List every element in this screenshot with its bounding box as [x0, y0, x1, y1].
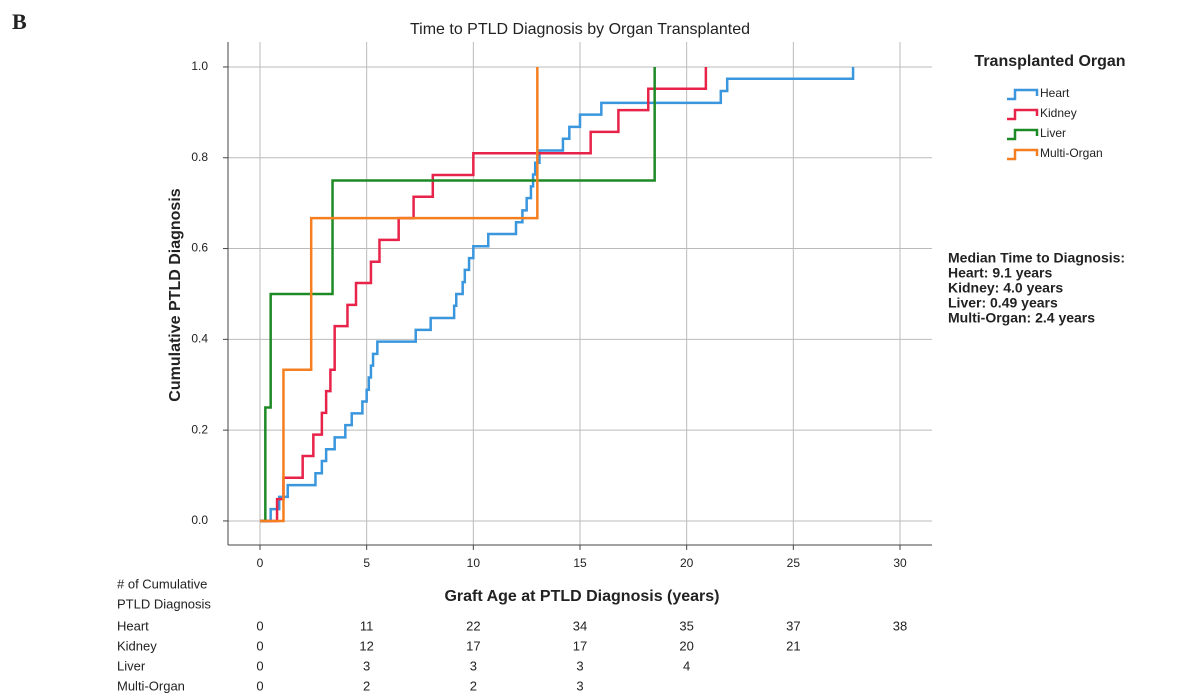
panel-label: B	[12, 9, 27, 34]
risk-count: 0	[256, 678, 263, 693]
risk-table-header: PTLD Diagnosis	[117, 596, 211, 611]
risk-count: 0	[256, 638, 263, 653]
risk-table-header: # of Cumulative	[117, 576, 207, 591]
x-tick-label: 20	[680, 556, 694, 570]
legend-swatch	[1007, 128, 1039, 141]
risk-row-name: Heart	[117, 618, 149, 633]
risk-count: 4	[683, 658, 690, 673]
x-tick-label: 10	[467, 556, 481, 570]
legend-label: Multi-Organ	[1040, 146, 1103, 160]
x-tick-label: 15	[573, 556, 587, 570]
risk-count: 38	[893, 618, 907, 633]
risk-count: 22	[466, 618, 480, 633]
x-tick-label: 5	[363, 556, 370, 570]
y-tick-label: 0.2	[191, 422, 208, 436]
legend-title: Transplanted Organ	[974, 53, 1125, 70]
risk-count: 21	[786, 638, 800, 653]
risk-count: 2	[363, 678, 370, 693]
step-line	[260, 66, 708, 523]
chart-title: Time to PTLD Diagnosis by Organ Transpla…	[410, 21, 750, 38]
risk-count: 17	[573, 638, 587, 653]
risk-count: 37	[786, 618, 800, 633]
risk-row-name: Kidney	[117, 638, 157, 653]
y-tick-label: 0.6	[191, 241, 208, 255]
annotation: Median Time to Diagnosis:	[948, 250, 1125, 266]
risk-count: 0	[256, 658, 263, 673]
x-tick-label: 0	[257, 556, 264, 570]
y-axis-label: Cumulative PTLD Diagnosis	[167, 188, 184, 401]
risk-count: 3	[576, 658, 583, 673]
step-line	[260, 66, 656, 523]
annotation: Multi-Organ: 2.4 years	[948, 310, 1095, 326]
legend-label: Heart	[1040, 86, 1070, 100]
risk-count: 11	[360, 618, 374, 633]
risk-count: 34	[573, 618, 587, 633]
annotation: Kidney: 4.0 years	[948, 280, 1063, 296]
y-tick-label: 1.0	[191, 59, 208, 73]
risk-count: 35	[679, 618, 693, 633]
legend-swatch	[1007, 108, 1039, 121]
legend-label: Liver	[1040, 126, 1066, 140]
y-tick-label: 0.8	[191, 150, 208, 164]
legend-label: Kidney	[1040, 106, 1077, 120]
step-line	[260, 66, 855, 523]
legend-swatch	[1007, 88, 1039, 101]
risk-count: 0	[256, 618, 263, 633]
risk-count: 20	[679, 638, 693, 653]
risk-count: 3	[470, 658, 477, 673]
risk-row-name: Multi-Organ	[117, 678, 185, 693]
risk-count: 3	[363, 658, 370, 673]
risk-count: 17	[466, 638, 480, 653]
risk-count: 3	[576, 678, 583, 693]
annotation: Heart: 9.1 years	[948, 265, 1053, 281]
risk-count: 2	[470, 678, 477, 693]
annotation: Liver: 0.49 years	[948, 295, 1058, 311]
risk-count: 12	[359, 638, 373, 653]
y-tick-label: 0.4	[191, 332, 208, 346]
y-tick-label: 0.0	[191, 513, 208, 527]
x-tick-label: 25	[787, 556, 801, 570]
legend-swatch	[1007, 148, 1039, 161]
step-line	[260, 66, 539, 523]
risk-row-name: Liver	[117, 658, 146, 673]
x-tick-label: 30	[893, 556, 907, 570]
x-axis-label: Graft Age at PTLD Diagnosis (years)	[444, 588, 719, 605]
